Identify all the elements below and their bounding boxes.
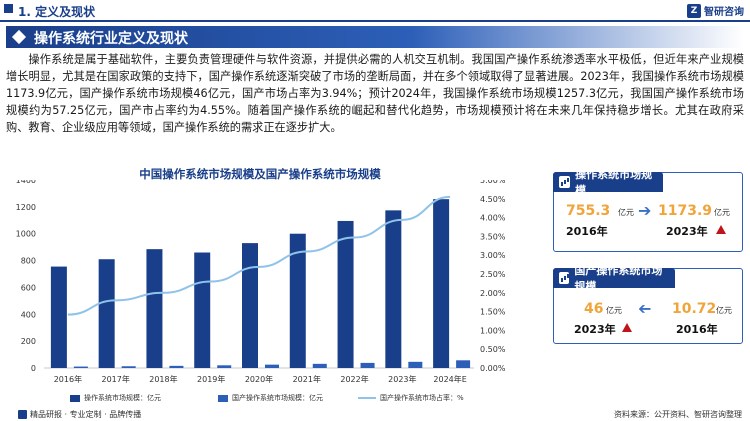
y-left-tick-label: 200 [21, 337, 36, 346]
market-size-chart: 0 200 400 600 800 1000 1200 1400 0.00% 0.50% 1.00%… [16, 180, 506, 384]
y-left-tick-label: 1000 [16, 230, 36, 239]
bar-domestic-market [265, 364, 279, 368]
y-right-tick-label: 1.50% [480, 308, 506, 317]
bar-os-market [385, 210, 402, 368]
bar-domestic-market [312, 363, 327, 368]
y-left-tick-label: 1400 [16, 180, 36, 185]
legend-item-domestic-market: 国产操作系统市场规模：亿元 [218, 393, 323, 403]
footer-logo-icon [18, 410, 27, 419]
bar-os-market [146, 249, 163, 368]
panel-domestic-market: 国产操作系统市场规模 46 亿元 2023年 ➔ 10.72 亿元 2016年 [553, 264, 743, 344]
up-arrow-icon [716, 225, 726, 234]
bar-os-market [50, 266, 67, 368]
bar-os-market [289, 233, 306, 368]
x-tick-label: 2023年 [388, 374, 416, 384]
panel-from-unit: 亿元 [606, 306, 622, 315]
intro-paragraph: 操作系统是属于基础软件，主要负责管理硬件与软件资源，并提供必需的人机交互机制。我… [6, 53, 744, 134]
bar-domestic-market [73, 366, 88, 368]
y-left-tick-label: 0 [31, 364, 36, 373]
legend-item-os-market: 操作系统市场规模：亿元 [70, 393, 161, 403]
y-left-tick-label: 400 [21, 310, 36, 319]
bar-domestic-market [217, 365, 232, 368]
panel-to-value: 10.72 [672, 301, 717, 317]
brand-name: 智研咨询 [704, 7, 744, 18]
section-title: 1. 定义及现状 [18, 5, 96, 19]
y-right-tick-label: 0.00% [480, 364, 506, 373]
panel-to-unit: 亿元 [714, 208, 730, 217]
y-left-tick-label: 800 [21, 257, 36, 266]
y-right-tick-label: 2.00% [480, 289, 506, 298]
panel-title: 国产操作系统市场规模 [574, 264, 663, 293]
panel-to-year: 2016年 [676, 323, 718, 336]
x-tick-label: 2017年 [101, 374, 129, 384]
bar-chart-icon [559, 176, 571, 188]
chart-title: 中国操作系统市场规模及国产操作系统市场规模 [139, 167, 381, 181]
x-tick-label: 2020年 [245, 374, 273, 384]
panel-to-unit: 亿元 [716, 306, 732, 315]
brand-logo-icon: Z [687, 3, 701, 18]
panel-to-value: 1173.9 [658, 203, 713, 219]
panel-from-year: 2016年 [566, 225, 608, 238]
bar-chart-icon [559, 272, 570, 284]
bar-domestic-market [408, 361, 423, 368]
footer-slogan: 精品研报 · 专业定制 · 品牌传播 [30, 410, 142, 419]
panel-from-year: 2023年 [574, 323, 616, 336]
x-tick-label: 2016年 [54, 374, 82, 384]
y-left-tick-label: 600 [21, 283, 36, 292]
bar-os-market [242, 243, 258, 368]
bar-os-market [194, 252, 211, 368]
y-right-tick-label: 5.00% [480, 180, 506, 185]
brand: Z 智研咨询 [687, 3, 744, 18]
chart-legend: 操作系统市场规模：亿元 国产操作系统市场规模：亿元 国产操作系统市场占率：% [18, 393, 488, 405]
y-right-tick-label: 2.50% [480, 270, 506, 279]
bar-domestic-market [169, 365, 184, 368]
x-tick-label: 2021年 [293, 374, 321, 384]
x-tick-label: 2024年E [433, 374, 466, 384]
panel-from-value: 46 [584, 301, 604, 317]
panel-to-year: 2023年 [666, 225, 708, 238]
x-tick-label: 2018年 [149, 374, 177, 384]
panel-from-unit: 亿元 [618, 208, 634, 217]
x-tick-label: 2022年 [340, 374, 368, 384]
y-right-tick-label: 1.00% [480, 326, 506, 335]
up-arrow-icon [622, 323, 632, 332]
y-right-tick-label: 0.50% [480, 345, 506, 354]
panel-title: 操作系统市场规模 [575, 168, 653, 197]
panel-from-value: 755.3 [566, 203, 611, 219]
x-tick-label: 2019年 [197, 374, 225, 384]
arrow-right-icon: ➔ [638, 201, 652, 220]
legend-item-domestic-share: 国产操作系统市场占率：% [358, 393, 464, 403]
y-right-tick-label: 4.50% [480, 195, 506, 204]
y-right-tick-label: 3.00% [480, 251, 506, 260]
bar-domestic-market [360, 362, 375, 368]
bar-os-market [98, 259, 115, 368]
line-domestic-share [67, 195, 451, 316]
y-right-tick-label: 3.50% [480, 232, 506, 241]
title-bar: 操作系统行业定义及现状 [6, 26, 744, 48]
footer: 精品研报 · 专业定制 · 品牌传播 资料来源：公开资料、智研咨询整理 [0, 409, 750, 421]
bar-os-market [433, 199, 450, 368]
bar-os-market [337, 220, 354, 368]
header-divider [0, 20, 750, 22]
arrow-left-icon: ➔ [638, 299, 652, 318]
bar-domestic-market [456, 360, 471, 368]
page-title: 操作系统行业定义及现状 [34, 31, 188, 47]
y-right-tick-label: 4.00% [480, 214, 506, 223]
section-marker [4, 4, 13, 13]
source-note: 资料来源：公开资料、智研咨询整理 [614, 410, 742, 419]
panel-os-market: 操作系统市场规模 755.3 亿元 2016年 ➔ 1173.9 亿元 2023… [553, 168, 743, 252]
top-header: 1. 定义及现状 Z 智研咨询 [0, 0, 750, 22]
y-left-tick-label: 1200 [16, 203, 36, 212]
bar-domestic-market [121, 366, 136, 368]
